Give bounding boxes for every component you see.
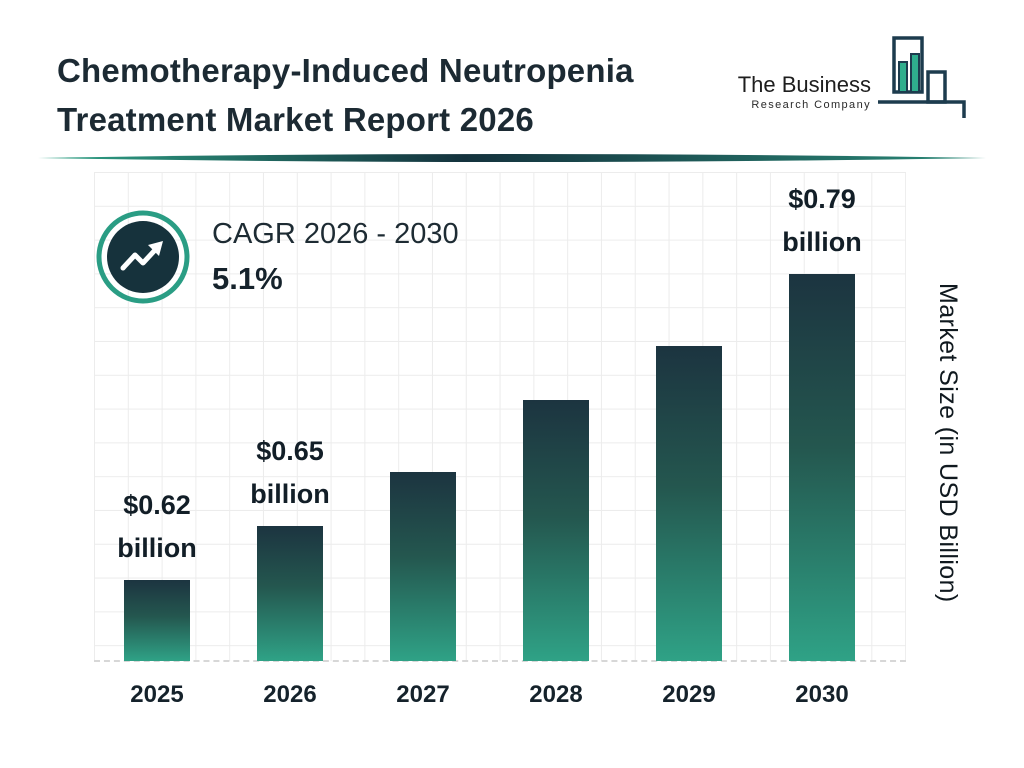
cagr-value: 5.1% [212,261,283,296]
company-logo: The Business Research Company [738,34,968,122]
cagr-text: CAGR 2026 - 2030 5.1% [212,210,459,297]
page-title: Chemotherapy-Induced Neutropenia Treatme… [57,46,634,144]
chart-baseline [94,660,906,662]
x-tick-2030: 2030 [795,681,849,708]
x-tick-2029: 2029 [662,681,716,708]
bar-2025 [124,580,190,661]
x-tick-2028: 2028 [529,681,583,708]
bar-value-label-2026: $0.65 billion [250,436,330,509]
company-subtitle: Research Company [751,99,871,111]
page-title-line1: Chemotherapy-Induced Neutropenia [57,52,634,89]
bar-value-label-2030: $0.79 billion [782,184,862,257]
cagr-period-label: CAGR 2026 - 2030 [212,218,459,250]
page-title-line2: Treatment Market Report 2026 [57,101,534,138]
logo-bar-chart-icon [878,36,966,118]
y-axis-label: Market Size (in USD Billion) [934,283,962,603]
bar-2026 [257,526,323,661]
cagr-callout: CAGR 2026 - 2030 5.1% [96,210,459,304]
bar-2029 [656,346,722,661]
bar-2028 [523,400,589,661]
growth-trend-icon [96,210,190,304]
bar-2030 [789,274,855,661]
x-tick-2027: 2027 [396,681,450,708]
x-tick-2026: 2026 [263,681,317,708]
header-divider [38,154,986,162]
bar-value-label-2025: $0.62 billion [117,490,197,563]
company-name: The Business [737,72,871,97]
company-logo-text: The Business Research Company [737,45,871,112]
x-tick-2025: 2025 [130,681,184,708]
chart-grid [94,172,906,661]
bar-2027 [390,472,456,661]
